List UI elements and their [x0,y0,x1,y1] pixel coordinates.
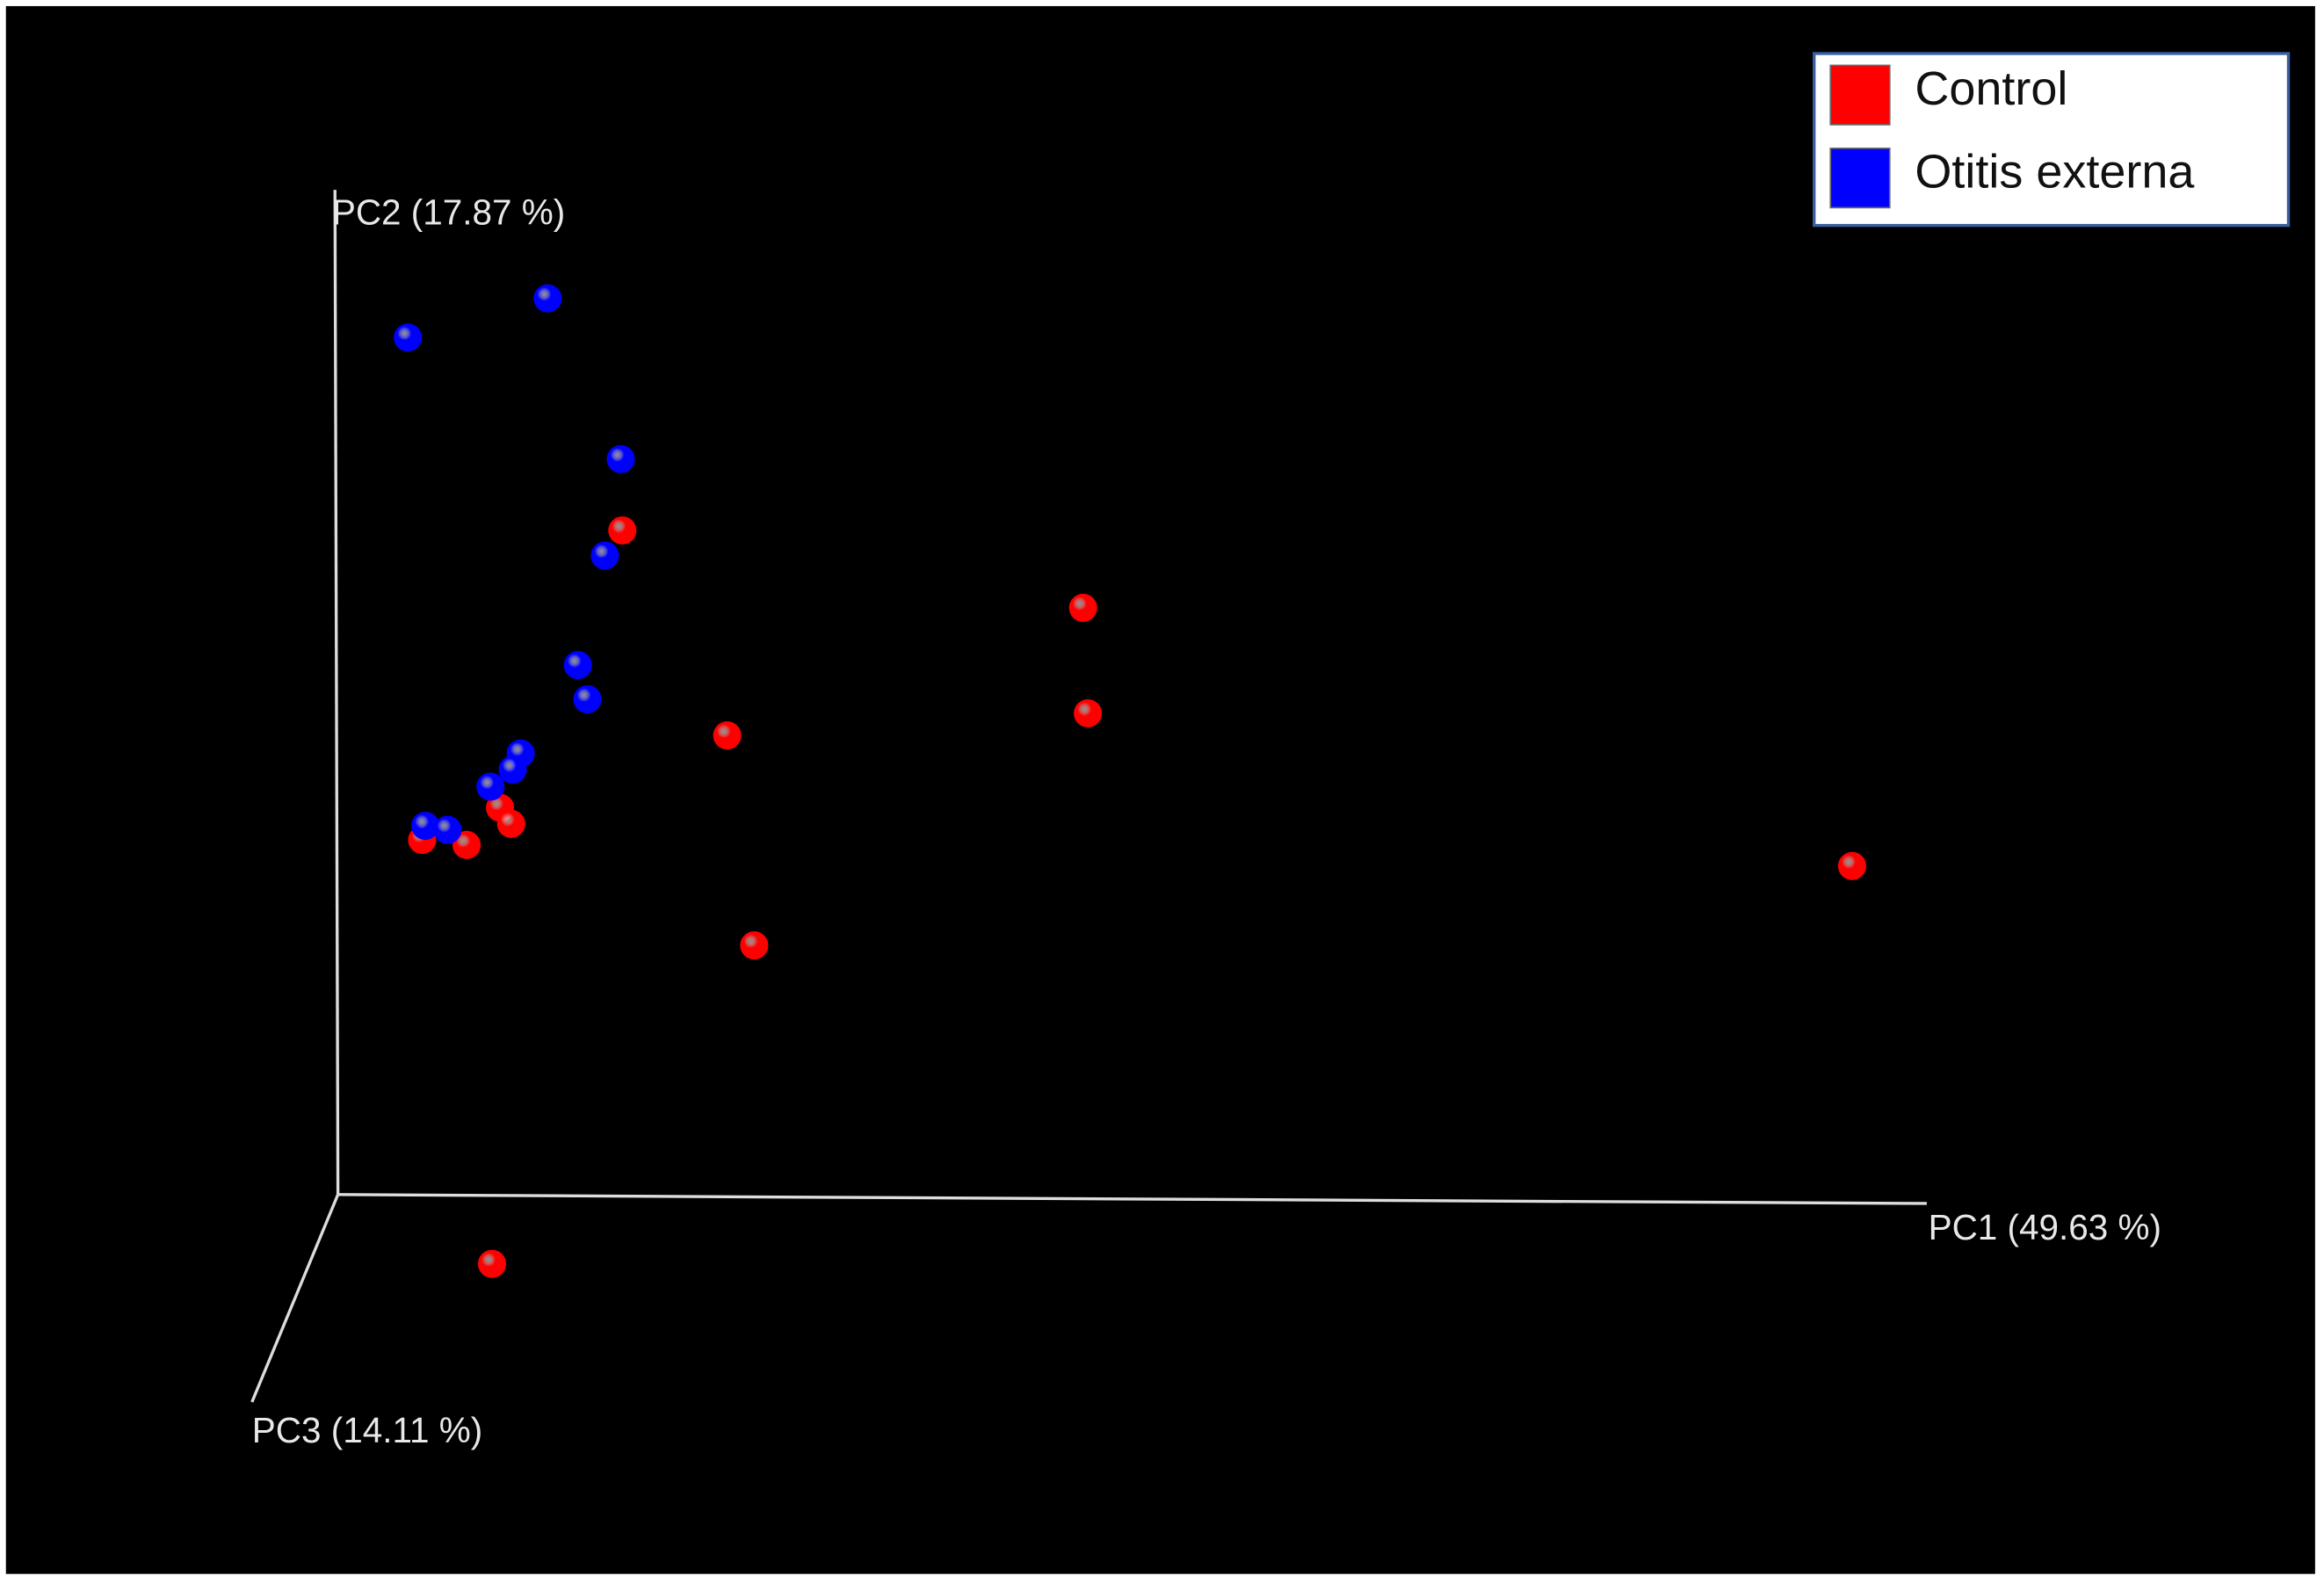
legend: Control Otitis externa [1813,52,2291,228]
point [606,445,635,473]
legend-swatch [1829,64,1891,126]
point [563,651,592,680]
pc2-axis [333,190,340,1195]
point [476,772,505,801]
legend-label: Otitis externa [1915,146,2195,199]
legend-box [1813,52,2291,228]
x-axis-label: PC1 (49.63 %) [1929,1207,2161,1247]
point [1074,698,1103,728]
point [496,809,525,838]
point [498,755,527,784]
pc1-axis [337,1193,1927,1205]
z-axis-label: PC3 (14.11 %) [252,1410,482,1450]
point [433,815,462,844]
plot-background [5,5,2315,1574]
legend-swatch [1829,148,1891,209]
point [452,830,481,859]
point [573,684,602,714]
point [740,931,769,960]
point [411,812,440,841]
point [590,541,619,570]
point [608,516,637,545]
point [477,1249,507,1278]
point [1837,851,1866,880]
point [1068,593,1097,622]
series-points [394,284,635,844]
point [394,323,423,352]
legend-label: Control [1915,62,2067,115]
pc3-axis [250,1194,340,1403]
point [533,284,562,313]
y-axis-label: PC2 (17.87 %) [332,192,565,232]
point [713,721,742,750]
